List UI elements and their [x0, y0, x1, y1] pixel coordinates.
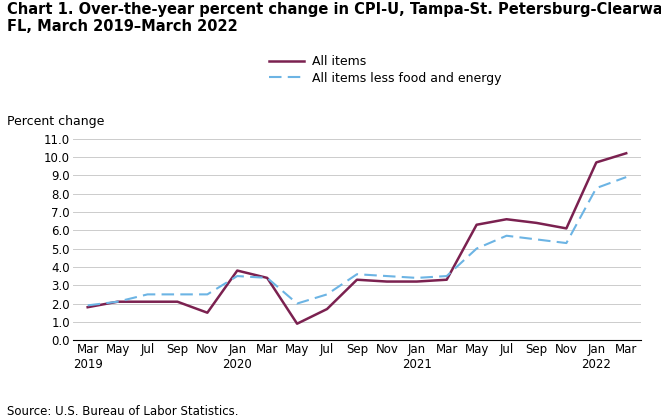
Text: Chart 1. Over-the-year percent change in CPI-U, Tampa-St. Petersburg-Clearwater,: Chart 1. Over-the-year percent change in…	[7, 2, 661, 17]
Legend: All items, All items less food and energy: All items, All items less food and energ…	[264, 50, 506, 90]
Text: Percent change: Percent change	[7, 115, 104, 128]
Text: Source: U.S. Bureau of Labor Statistics.: Source: U.S. Bureau of Labor Statistics.	[7, 405, 238, 418]
Text: FL, March 2019–March 2022: FL, March 2019–March 2022	[7, 19, 237, 34]
